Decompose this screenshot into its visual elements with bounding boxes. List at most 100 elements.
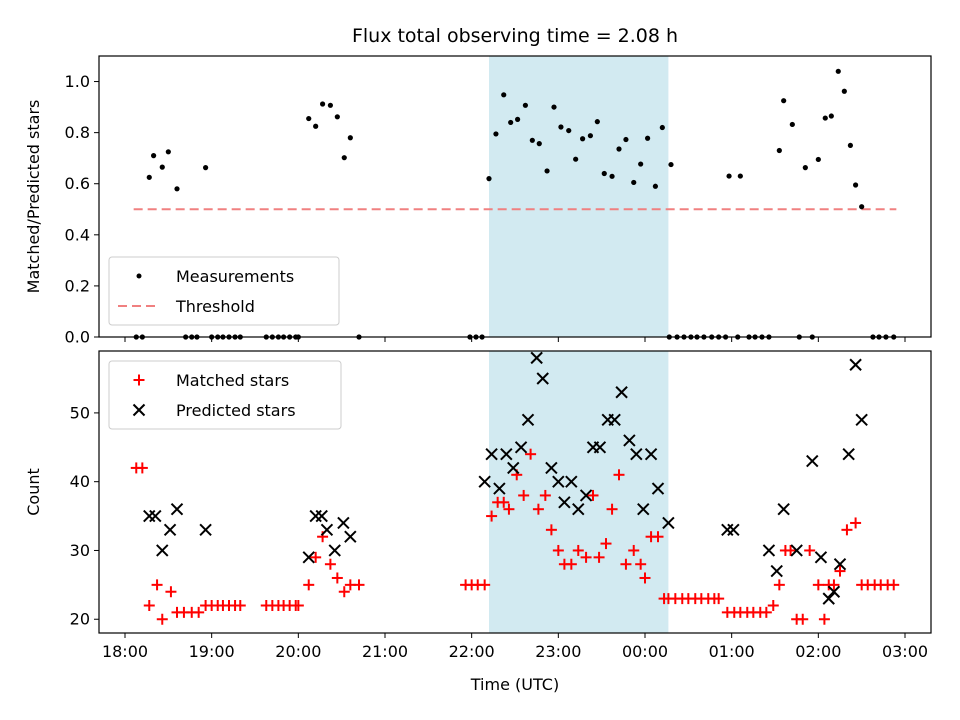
x-tick-label: 19:00 xyxy=(189,642,235,661)
predicted-point xyxy=(770,564,783,578)
measurement-point xyxy=(828,113,834,119)
matched-point xyxy=(797,613,809,625)
count-legend-box xyxy=(108,360,342,430)
legend-threshold-label: Threshold xyxy=(175,297,255,316)
measurement-point xyxy=(203,165,209,171)
predicted-point xyxy=(615,386,628,399)
measurement-point xyxy=(616,146,622,152)
matched-point xyxy=(498,496,510,508)
measurement-point xyxy=(835,68,841,74)
predicted-point xyxy=(344,530,357,543)
predicted-point xyxy=(727,523,740,537)
ratio-panel-frame xyxy=(98,55,932,338)
predicted-point xyxy=(485,447,498,461)
y-tick-label: 0.4 xyxy=(65,225,90,244)
measurement-point xyxy=(522,102,529,108)
predicted-point xyxy=(536,372,549,385)
y-tick-label: 50 xyxy=(70,403,90,422)
predicted-point xyxy=(822,592,835,605)
measurement-point xyxy=(623,136,629,143)
measurement-point xyxy=(174,186,180,192)
predicted-point xyxy=(507,461,520,475)
count-y-axis-label: Count xyxy=(24,468,43,516)
predicted-point xyxy=(827,585,841,598)
measurement-point xyxy=(609,173,615,179)
matched-point xyxy=(486,510,498,522)
x-tick-label: 02:00 xyxy=(795,642,841,661)
matched-point xyxy=(587,489,599,501)
predicted-point xyxy=(637,502,650,516)
matched-point xyxy=(234,599,246,611)
measurement-point xyxy=(789,121,795,128)
measurement-point xyxy=(659,124,665,131)
matched-point xyxy=(151,579,163,591)
measurement-point xyxy=(529,137,535,143)
measurement-point xyxy=(638,161,644,167)
x-tick-label: 21:00 xyxy=(362,642,408,661)
matched-point xyxy=(338,586,350,598)
predicted-point xyxy=(762,544,776,557)
matched-point xyxy=(841,524,853,536)
y-tick-label: 1.0 xyxy=(65,72,90,91)
matched-point xyxy=(136,462,148,474)
measurement-point xyxy=(853,182,859,188)
measurement-point xyxy=(551,104,557,110)
matched-point xyxy=(828,579,840,591)
count-panel: 20 30 40 50 18:00 19:00 20:00 21:00 22:00 23:00 0… xyxy=(24,350,932,694)
predicted-point xyxy=(662,516,675,530)
matched-point xyxy=(773,579,785,591)
x-tick-label: 18:00 xyxy=(102,642,148,661)
measurement-point xyxy=(306,115,312,122)
measurement-point xyxy=(815,156,821,163)
matched-point xyxy=(600,538,612,550)
measurement-point xyxy=(334,114,340,120)
legend-matched-marker xyxy=(133,374,145,386)
ratio-legend-box xyxy=(108,256,340,326)
count-panel-frame xyxy=(98,350,932,634)
x-tick-label: 01:00 xyxy=(709,642,755,661)
y-tick-label: 40 xyxy=(70,472,90,491)
matched-point xyxy=(539,489,551,501)
predicted-point xyxy=(302,551,315,564)
measurement-point xyxy=(558,124,564,130)
x-tick-label: 00:00 xyxy=(622,642,668,661)
matched-point xyxy=(628,544,640,556)
predicted-point xyxy=(500,447,513,461)
legend-matched-label: Matched stars xyxy=(176,371,289,390)
predicted-point xyxy=(565,475,578,488)
predicted-point xyxy=(579,489,593,502)
measurement-point xyxy=(645,135,651,141)
y-tick-label: 30 xyxy=(70,541,90,560)
predicted-point xyxy=(315,509,328,523)
measurement-point xyxy=(508,119,514,126)
matched-point xyxy=(652,531,664,543)
matched-point xyxy=(785,544,797,556)
measurement-point xyxy=(822,115,828,121)
matched-point xyxy=(572,544,584,556)
measurement-point xyxy=(515,116,521,122)
matched-point xyxy=(545,524,557,536)
predicted-point xyxy=(530,351,543,365)
measurement-point xyxy=(781,98,787,104)
x-tick-label: 20:00 xyxy=(275,642,321,661)
predicted-point xyxy=(149,509,162,523)
measurement-point xyxy=(544,168,550,174)
measurement-point xyxy=(802,165,808,171)
matched-point xyxy=(518,489,530,501)
count-x-axis: 18:00 19:00 20:00 21:00 22:00 23:00 00:00 01:00… xyxy=(102,633,928,661)
measurement-point xyxy=(594,119,600,125)
matched-point xyxy=(767,599,779,611)
x-tick-label: 03:00 xyxy=(882,642,928,661)
matched-point xyxy=(565,558,577,570)
predicted-point xyxy=(572,502,585,516)
predicted-point xyxy=(814,551,828,564)
measurement-point xyxy=(486,176,492,182)
measurement-point xyxy=(573,156,579,162)
predicted-point xyxy=(521,413,535,426)
measurement-point xyxy=(859,204,865,210)
predicted-point xyxy=(328,544,341,557)
measurement-point xyxy=(587,133,594,139)
matched-point xyxy=(353,579,365,591)
